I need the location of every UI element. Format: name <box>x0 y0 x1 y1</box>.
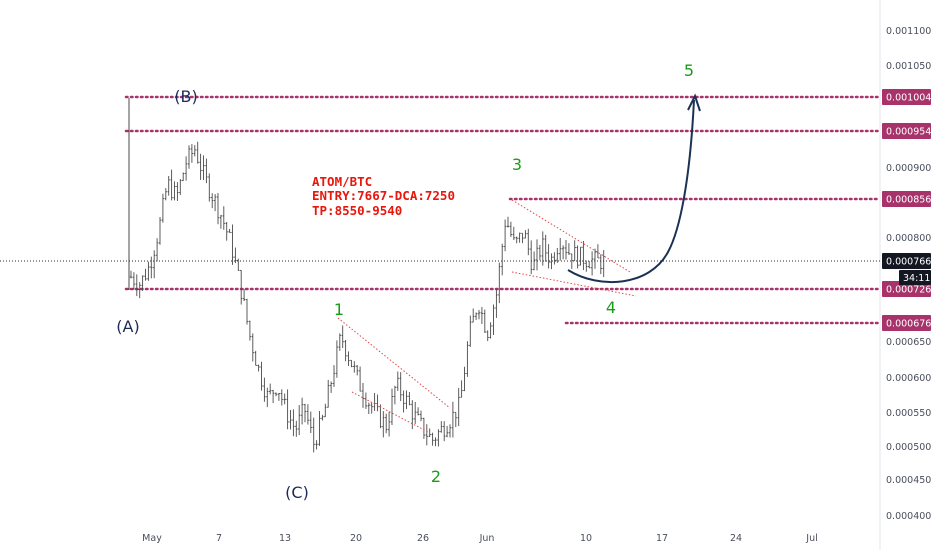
x-tick-label: 7 <box>216 533 222 544</box>
x-tick-label: 17 <box>656 533 668 544</box>
channel-line <box>337 317 451 409</box>
wave-label: (C) <box>285 483 309 502</box>
price-level-tag <box>882 191 931 207</box>
price-level-tag <box>882 89 931 105</box>
wave-label: 4 <box>606 298 616 317</box>
x-tick-label: May <box>142 533 162 544</box>
price-level-tag-label: 0.0009541 <box>886 127 932 138</box>
annotation: ATOM/BTC ENTRY:7667-DCA:7250 TP:8550-954… <box>312 174 455 218</box>
candles <box>128 98 605 453</box>
x-tick-label: 13 <box>279 533 291 544</box>
annotation-line-3: TP:8550-9540 <box>312 203 402 218</box>
price-level-tag-label: 0.0006764 <box>886 319 932 330</box>
channel-line <box>351 391 429 433</box>
x-tick-label: Jun <box>479 533 495 544</box>
x-tick-label: 26 <box>417 533 429 544</box>
x-axis: May 7 13 20 26 Jun 10 17 24 Jul <box>142 533 818 544</box>
wave-label: (B) <box>174 87 197 106</box>
channel-line <box>511 271 637 297</box>
x-tick-label: Jul <box>805 533 817 544</box>
wave-label: (A) <box>116 317 139 336</box>
wave-label: 3 <box>512 155 522 174</box>
wave-label: 5 <box>684 61 694 80</box>
wave-label: 2 <box>431 467 441 486</box>
price-level-tag <box>882 123 931 139</box>
price-level-tag-label: 0.0007263 <box>886 285 932 296</box>
countdown-tag-label: 34:11 <box>903 273 930 284</box>
countdown-tag <box>899 270 931 285</box>
current-price-tag-label: 0.0007667 <box>886 257 932 268</box>
price-level-tag <box>882 315 931 331</box>
price-levels <box>124 95 882 325</box>
projection-arrow <box>567 99 695 284</box>
current-price-tag <box>882 253 931 269</box>
wave-label: 1 <box>334 300 344 319</box>
annotation-line-2: ENTRY:7667-DCA:7250 <box>312 188 455 203</box>
y-tick-label: 0.0004000 <box>886 511 932 522</box>
x-tick-label: 20 <box>350 533 362 544</box>
channels <box>337 199 637 433</box>
annotation-line-1: ATOM/BTC <box>312 174 372 189</box>
projection-arrow-head <box>687 93 701 112</box>
x-tick-label: 24 <box>730 533 742 544</box>
wave-labels: (A) (B) (C) 1 2 3 4 5 <box>116 61 694 502</box>
x-tick-label: 10 <box>580 533 592 544</box>
